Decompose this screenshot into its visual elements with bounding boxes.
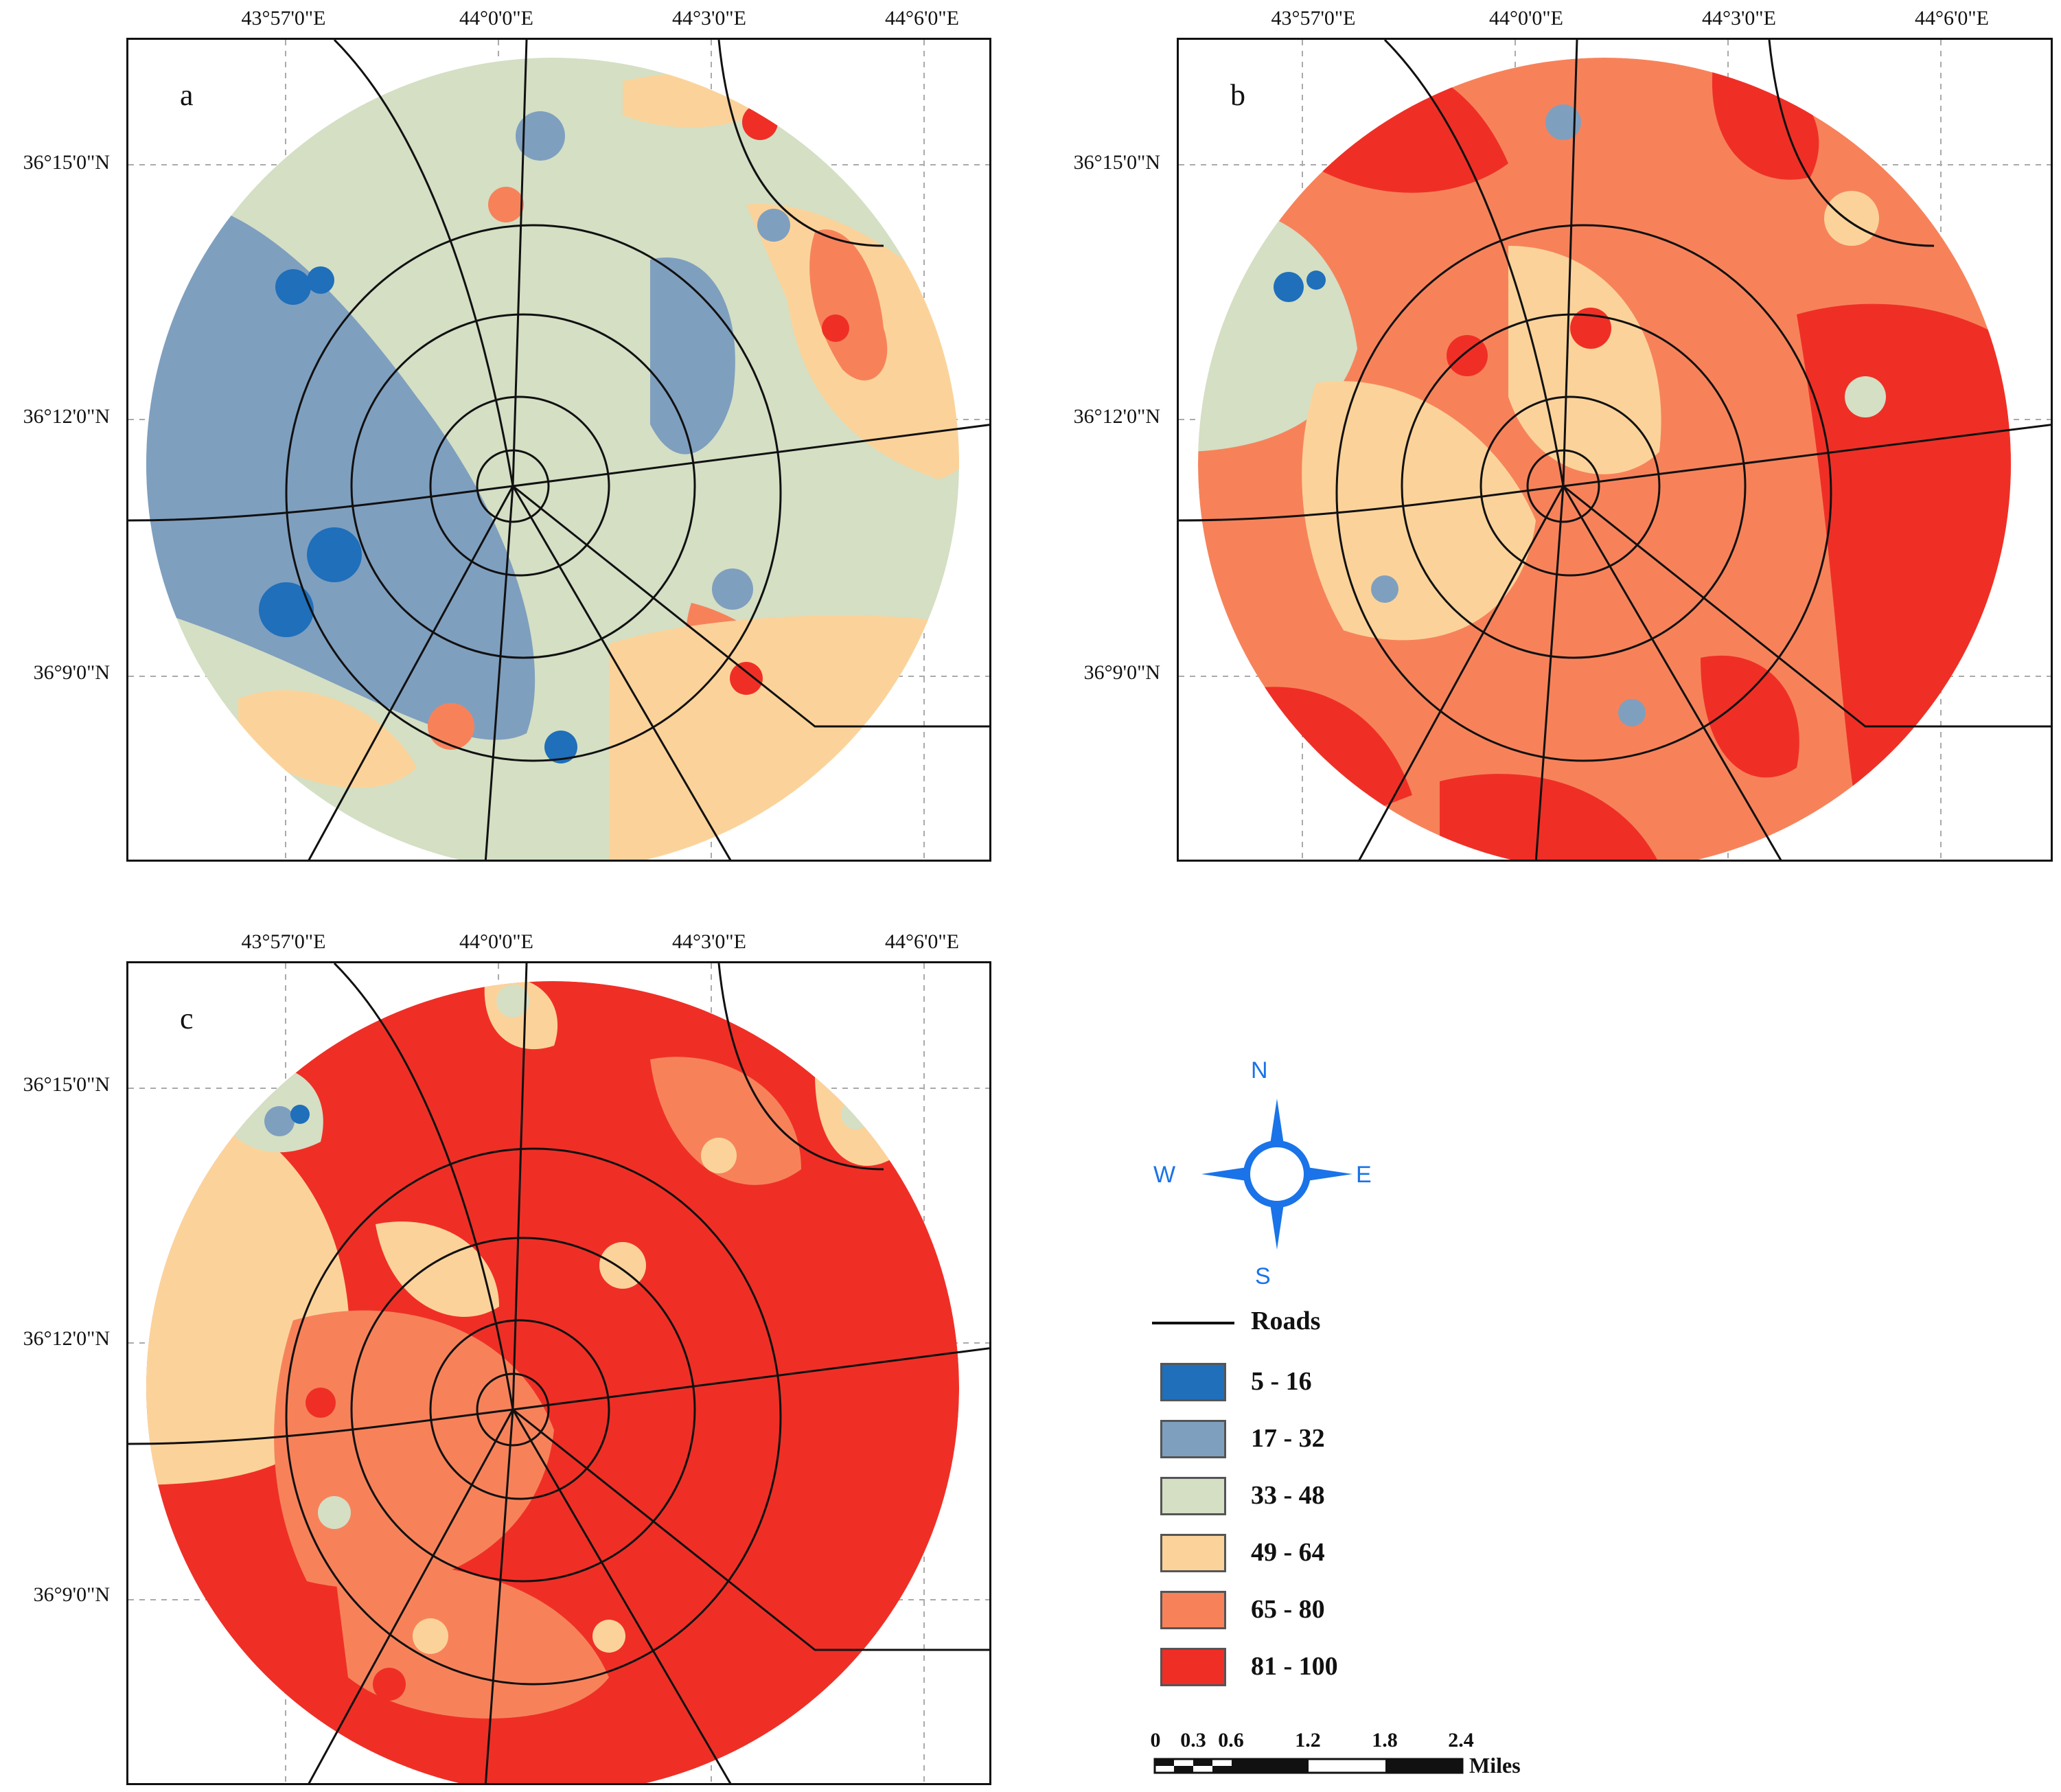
surface-a xyxy=(146,58,959,860)
interpolation-map-c xyxy=(128,963,989,1783)
legend-range-1: 5 - 16 xyxy=(1251,1367,1312,1396)
scale-tick-1: 0.3 xyxy=(1180,1729,1206,1751)
legend-swatch-2 xyxy=(1160,1420,1226,1458)
map-frame-a: a xyxy=(126,38,991,862)
legend-range-2: 17 - 32 xyxy=(1251,1424,1325,1453)
interpolation-map-b xyxy=(1179,40,2051,860)
lon-tick-2: 44°0'0"E xyxy=(459,7,533,30)
lat-tick-2: 36°12'0"N xyxy=(23,405,110,428)
scale-tick-5: 2.4 xyxy=(1448,1729,1474,1751)
scale-tick-2: 0.6 xyxy=(1218,1729,1244,1751)
lon-tick-1: 43°57'0"E xyxy=(241,930,326,953)
lat-tick-3: 36°9'0"N xyxy=(33,661,110,684)
scale-tick-3: 1.2 xyxy=(1295,1729,1321,1751)
lat-tick-1: 36°15'0"N xyxy=(1073,151,1160,174)
lon-tick-4: 44°6'0"E xyxy=(1915,7,1989,30)
legend-swatch-4 xyxy=(1160,1534,1226,1572)
lon-tick-2: 44°0'0"E xyxy=(459,930,533,953)
scale-tick-0: 0 xyxy=(1150,1729,1161,1751)
roads-legend-label: Roads xyxy=(1251,1307,1321,1335)
panel-label-c: c xyxy=(180,1002,194,1035)
legend-swatch-6 xyxy=(1160,1648,1226,1686)
panel-label-b: b xyxy=(1230,78,1245,112)
compass-w: W xyxy=(1153,1162,1176,1188)
compass-icon xyxy=(1201,1099,1352,1250)
road-network xyxy=(128,40,989,860)
legend-swatch-1 xyxy=(1160,1363,1226,1401)
compass-e: E xyxy=(1356,1162,1372,1188)
lon-tick-3: 44°3'0"E xyxy=(672,930,746,953)
compass-n: N xyxy=(1251,1057,1268,1083)
legend-range-6: 81 - 100 xyxy=(1251,1652,1338,1681)
scale-bar-graphic xyxy=(1153,1758,1464,1774)
map-frame-c: c xyxy=(126,961,991,1785)
legend-swatch-3 xyxy=(1160,1477,1226,1515)
lon-tick-4: 44°6'0"E xyxy=(885,7,959,30)
lon-tick-2: 44°0'0"E xyxy=(1489,7,1563,30)
compass-s: S xyxy=(1255,1263,1271,1289)
lon-tick-4: 44°6'0"E xyxy=(885,930,959,953)
lat-tick-2: 36°12'0"N xyxy=(1073,405,1160,428)
lon-tick-3: 44°3'0"E xyxy=(1702,7,1776,30)
lat-tick-1: 36°15'0"N xyxy=(23,1073,110,1096)
panel-label-a: a xyxy=(180,78,194,112)
legend-range-3: 33 - 48 xyxy=(1251,1481,1325,1510)
scale-tick-4: 1.8 xyxy=(1372,1729,1398,1751)
roads-legend-line xyxy=(1152,1322,1234,1324)
lon-tick-1: 43°57'0"E xyxy=(1271,7,1356,30)
lat-tick-3: 36°9'0"N xyxy=(1083,661,1160,684)
legend-range-5: 65 - 80 xyxy=(1251,1595,1325,1624)
lat-tick-2: 36°12'0"N xyxy=(23,1327,110,1350)
lat-tick-3: 36°9'0"N xyxy=(33,1583,110,1606)
scale-unit: Miles xyxy=(1469,1753,1521,1778)
map-frame-b: b xyxy=(1177,38,2053,862)
legend-swatch-5 xyxy=(1160,1591,1226,1629)
lon-tick-3: 44°3'0"E xyxy=(672,7,746,30)
lat-tick-1: 36°15'0"N xyxy=(23,151,110,174)
lon-tick-1: 43°57'0"E xyxy=(241,7,326,30)
legend-range-4: 49 - 64 xyxy=(1251,1538,1325,1567)
interpolation-map-a xyxy=(128,40,989,860)
